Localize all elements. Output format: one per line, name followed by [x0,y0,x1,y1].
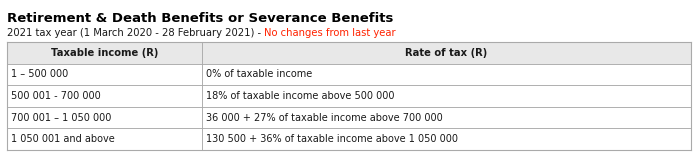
Text: 18% of taxable income above 500 000: 18% of taxable income above 500 000 [206,91,394,101]
Bar [202,64,691,85]
Bar [7,85,202,107]
Text: Retirement & Death Benefits or Severance Benefits: Retirement & Death Benefits or Severance… [7,12,394,25]
Text: 0% of taxable income: 0% of taxable income [206,69,312,79]
Text: Taxable income (R): Taxable income (R) [51,48,158,58]
Bar [7,107,202,128]
Bar [202,107,691,128]
Text: 130 500 + 36% of taxable income above 1 050 000: 130 500 + 36% of taxable income above 1 … [206,134,458,144]
Bar [7,128,202,150]
Text: No changes from last year: No changes from last year [265,28,396,38]
Bar [202,85,691,107]
Text: Rate of tax (R): Rate of tax (R) [406,48,488,58]
Bar [7,42,202,64]
Bar [7,64,202,85]
Text: 1 050 001 and above: 1 050 001 and above [11,134,114,144]
Bar [202,42,691,64]
Text: 500 001 - 700 000: 500 001 - 700 000 [11,91,101,101]
Text: 36 000 + 27% of taxable income above 700 000: 36 000 + 27% of taxable income above 700… [206,113,443,123]
Bar [202,128,691,150]
Text: 1 – 500 000: 1 – 500 000 [11,69,68,79]
Text: 2021 tax year (1 March 2020 - 28 February 2021) -: 2021 tax year (1 March 2020 - 28 Februar… [7,28,265,38]
Text: 700 001 – 1 050 000: 700 001 – 1 050 000 [11,113,112,123]
